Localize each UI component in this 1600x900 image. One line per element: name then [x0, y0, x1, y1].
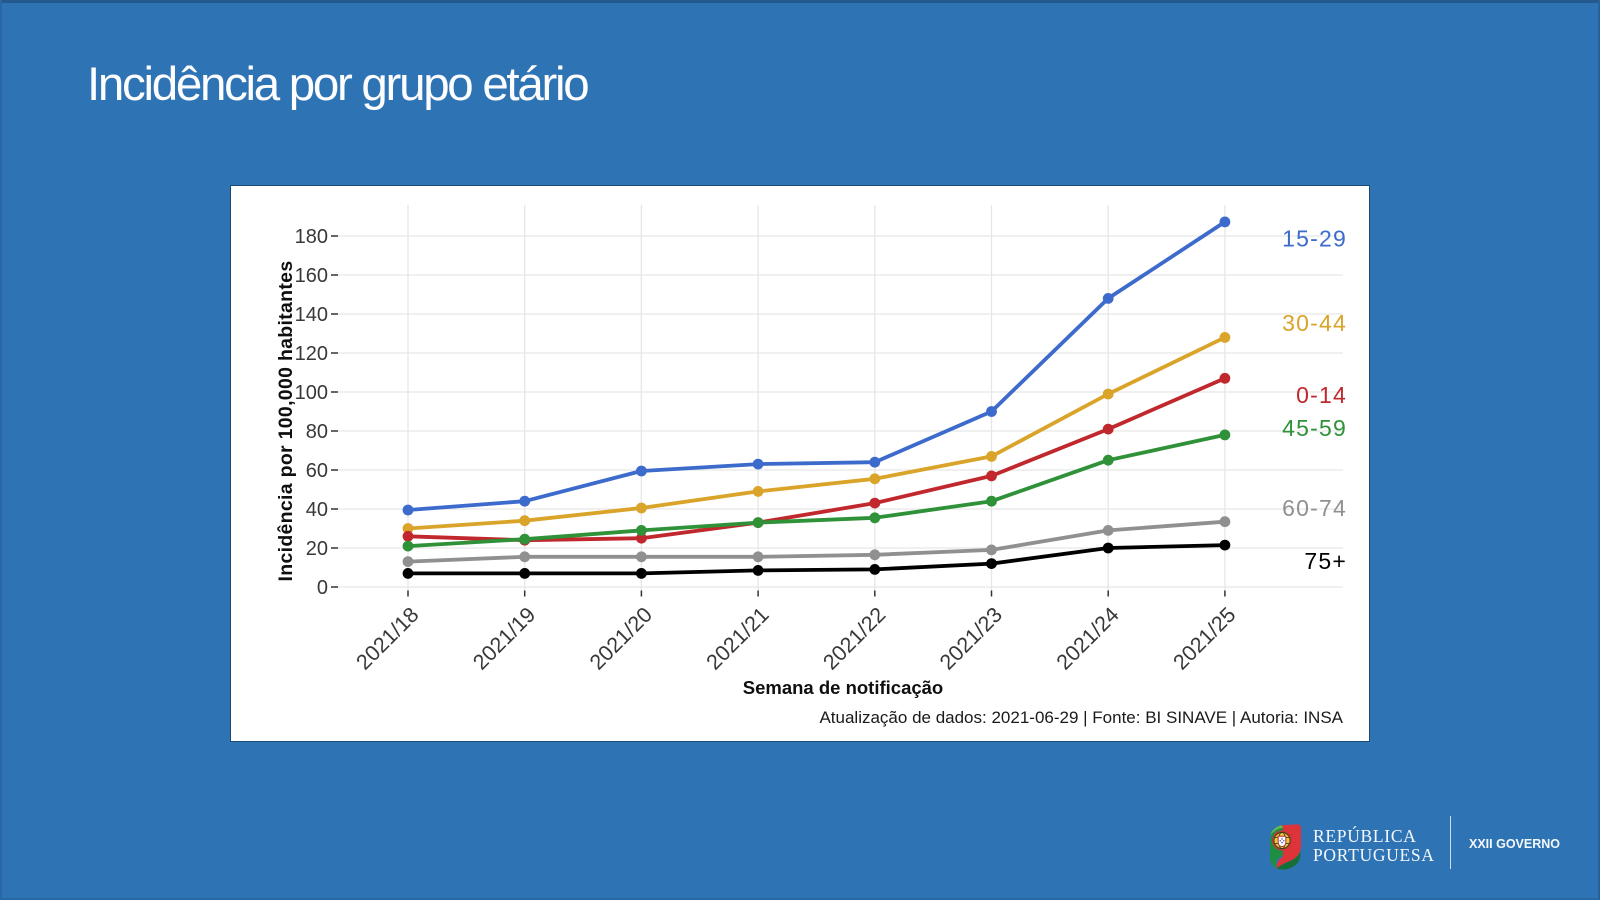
svg-text:20: 20: [306, 538, 328, 560]
svg-text:2021/24: 2021/24: [1052, 603, 1124, 675]
svg-text:2021/21: 2021/21: [702, 603, 774, 675]
svg-text:40: 40: [306, 499, 328, 521]
svg-text:60-74: 60-74: [1282, 495, 1347, 521]
svg-text:0: 0: [317, 577, 328, 599]
svg-text:140: 140: [295, 304, 328, 326]
svg-text:15-29: 15-29: [1282, 226, 1347, 252]
svg-text:80: 80: [306, 421, 328, 443]
svg-text:2021/25: 2021/25: [1169, 603, 1241, 675]
svg-text:2021/22: 2021/22: [818, 603, 890, 675]
svg-text:180: 180: [295, 226, 328, 248]
svg-text:120: 120: [295, 343, 328, 365]
svg-text:2021/19: 2021/19: [468, 603, 540, 675]
svg-text:30-44: 30-44: [1282, 310, 1347, 336]
svg-text:0-14: 0-14: [1296, 382, 1347, 408]
svg-text:2021/18: 2021/18: [352, 603, 424, 675]
svg-text:2021/23: 2021/23: [935, 603, 1007, 675]
svg-text:75+: 75+: [1304, 548, 1347, 574]
svg-text:Semana de notificação: Semana de notificação: [743, 677, 943, 698]
svg-text:Atualização de dados: 2021-06-: Atualização de dados: 2021-06-29 | Fonte…: [819, 708, 1343, 727]
svg-text:Incidência por 100,000 habitan: Incidência por 100,000 habitantes: [275, 261, 297, 582]
svg-text:2021/20: 2021/20: [585, 603, 657, 675]
svg-text:60: 60: [306, 460, 328, 482]
svg-text:160: 160: [295, 265, 328, 287]
svg-text:45-59: 45-59: [1282, 415, 1347, 441]
svg-text:100: 100: [295, 382, 328, 404]
